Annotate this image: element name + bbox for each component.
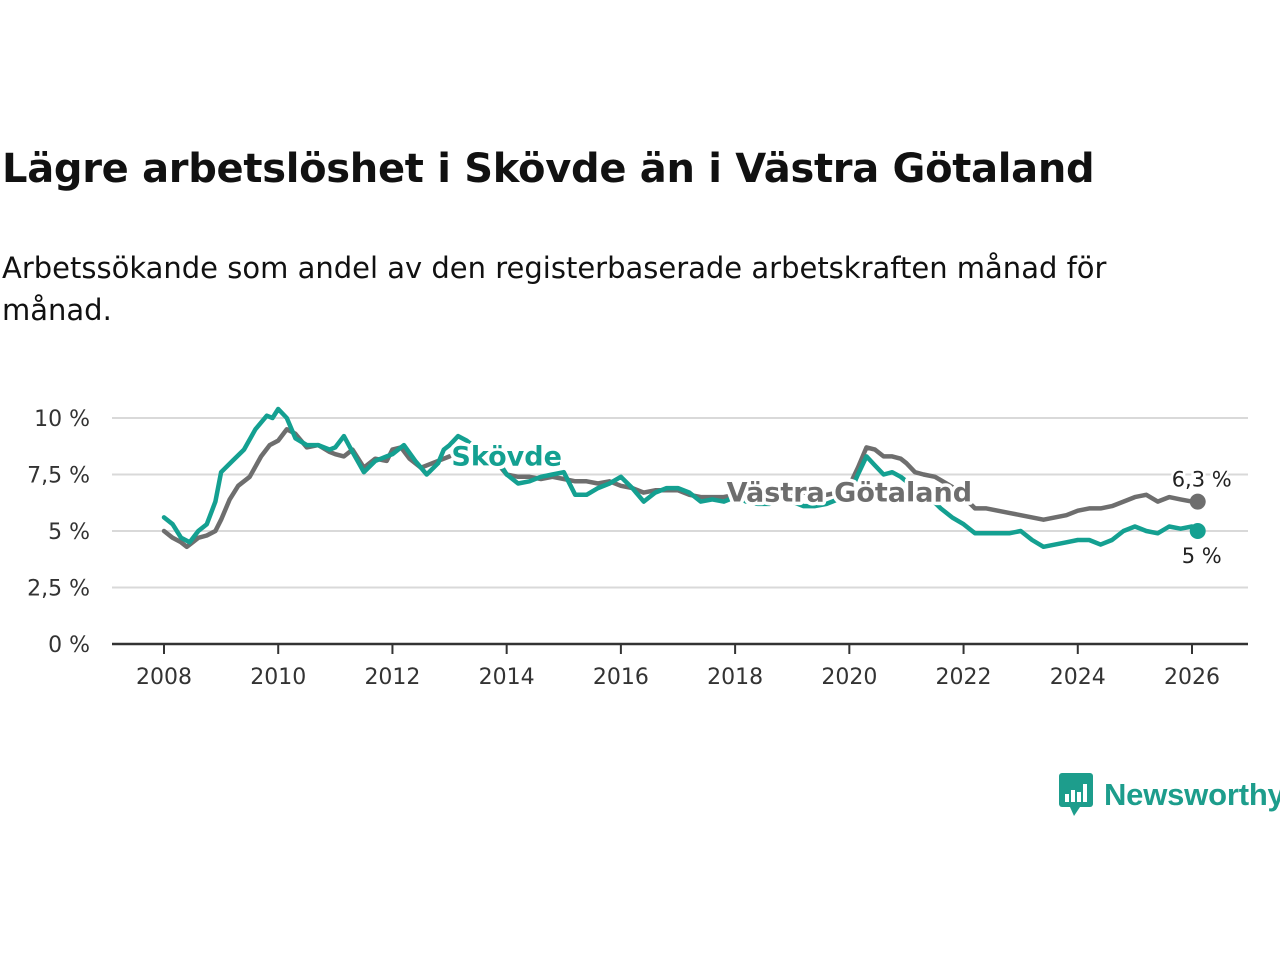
x-tick-label: 2016 [593,665,649,690]
y-axis: 0 % 2,5 % 5 % 7,5 % 10 % [27,407,90,658]
gridlines [112,417,1248,589]
x-tick-label: 2012 [364,665,420,690]
series-lines [161,406,1206,550]
chart-subtitle: Arbetssökande som andel av den registerb… [2,251,1107,327]
series-name-label: Skövde [451,441,561,472]
series-end-point [1189,493,1206,510]
x-tick-label: 2008 [136,665,192,690]
x-tick-label: 2020 [821,665,877,690]
x-tick-label: 2014 [479,665,535,690]
x-tick-label: 2026 [1164,665,1220,690]
brand-name: Newsworthy [1104,777,1280,812]
x-tick-label: 2018 [707,665,763,690]
series-end-point [1189,523,1206,539]
y-tick-label: 0 % [48,633,90,658]
y-tick-label: 2,5 % [27,577,90,602]
newsworthy-logo[interactable]: Newsworthy [1058,772,1280,818]
series-end-label: 6,3 % [1172,468,1232,492]
series-end-label: 5 % [1182,544,1222,568]
chart-title: Lägre arbetslöshet i Skövde än i Västra … [2,146,1095,192]
y-tick-label: 5 % [48,520,90,545]
y-tick-label: 10 % [34,407,90,432]
series-labels: 6,3 % 5 % Skövde Västra Götaland [448,438,1234,571]
y-tick-label: 7,5 % [27,464,90,489]
x-tick-label: 2022 [936,665,992,690]
x-tick-label: 2010 [250,665,306,690]
line-chart: 0 % 2,5 % 5 % 7,5 % 10 % 2008 2010 2012 2014 201… [27,406,1248,690]
x-axis: 2008 2010 2012 2014 2016 2018 2020 2022 2024 2026 [112,642,1248,690]
series-line-skovde [161,406,1200,550]
chart-bubble-icon [1059,773,1093,816]
series-name-label: Västra Götaland [727,478,972,509]
x-tick-label: 2024 [1050,665,1106,690]
